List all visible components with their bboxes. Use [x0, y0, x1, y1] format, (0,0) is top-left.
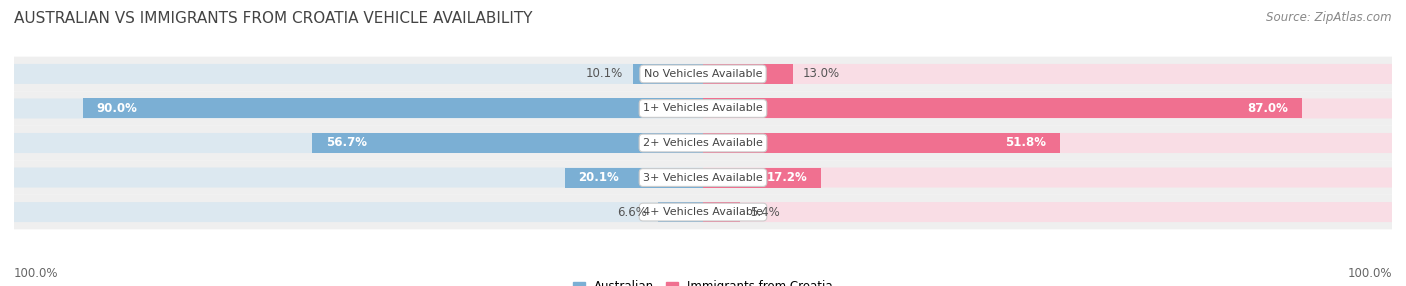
Bar — [703, 64, 793, 84]
Text: 13.0%: 13.0% — [803, 67, 839, 80]
Text: 56.7%: 56.7% — [326, 136, 367, 150]
Bar — [703, 98, 1302, 118]
Text: 51.8%: 51.8% — [1005, 136, 1046, 150]
FancyBboxPatch shape — [14, 202, 703, 222]
FancyBboxPatch shape — [703, 98, 1392, 118]
Text: 4+ Vehicles Available: 4+ Vehicles Available — [643, 207, 763, 217]
Text: 10.1%: 10.1% — [586, 67, 623, 80]
Text: 100.0%: 100.0% — [14, 267, 59, 280]
FancyBboxPatch shape — [14, 168, 703, 188]
Bar — [703, 133, 1060, 153]
Legend: Australian, Immigrants from Croatia: Australian, Immigrants from Croatia — [568, 276, 838, 286]
FancyBboxPatch shape — [14, 195, 1392, 229]
Text: 6.6%: 6.6% — [617, 206, 647, 219]
Bar — [658, 202, 703, 222]
Text: 90.0%: 90.0% — [97, 102, 138, 115]
Bar — [312, 133, 703, 153]
Text: 20.1%: 20.1% — [578, 171, 619, 184]
Text: Source: ZipAtlas.com: Source: ZipAtlas.com — [1267, 11, 1392, 24]
FancyBboxPatch shape — [14, 133, 703, 153]
Text: 100.0%: 100.0% — [1347, 267, 1392, 280]
FancyBboxPatch shape — [14, 98, 703, 118]
FancyBboxPatch shape — [14, 57, 1392, 91]
FancyBboxPatch shape — [14, 126, 1392, 160]
Text: No Vehicles Available: No Vehicles Available — [644, 69, 762, 79]
Text: 5.4%: 5.4% — [751, 206, 780, 219]
FancyBboxPatch shape — [14, 91, 1392, 126]
Bar — [83, 98, 703, 118]
FancyBboxPatch shape — [14, 160, 1392, 195]
FancyBboxPatch shape — [703, 64, 1392, 84]
Bar — [634, 64, 703, 84]
FancyBboxPatch shape — [703, 133, 1392, 153]
Text: 2+ Vehicles Available: 2+ Vehicles Available — [643, 138, 763, 148]
FancyBboxPatch shape — [703, 202, 1392, 222]
Bar — [703, 168, 821, 188]
Bar — [703, 202, 740, 222]
Bar — [565, 168, 703, 188]
Text: AUSTRALIAN VS IMMIGRANTS FROM CROATIA VEHICLE AVAILABILITY: AUSTRALIAN VS IMMIGRANTS FROM CROATIA VE… — [14, 11, 533, 26]
Text: 17.2%: 17.2% — [766, 171, 807, 184]
Text: 3+ Vehicles Available: 3+ Vehicles Available — [643, 172, 763, 182]
FancyBboxPatch shape — [14, 64, 703, 84]
FancyBboxPatch shape — [703, 168, 1392, 188]
Text: 87.0%: 87.0% — [1247, 102, 1289, 115]
Text: 1+ Vehicles Available: 1+ Vehicles Available — [643, 104, 763, 114]
